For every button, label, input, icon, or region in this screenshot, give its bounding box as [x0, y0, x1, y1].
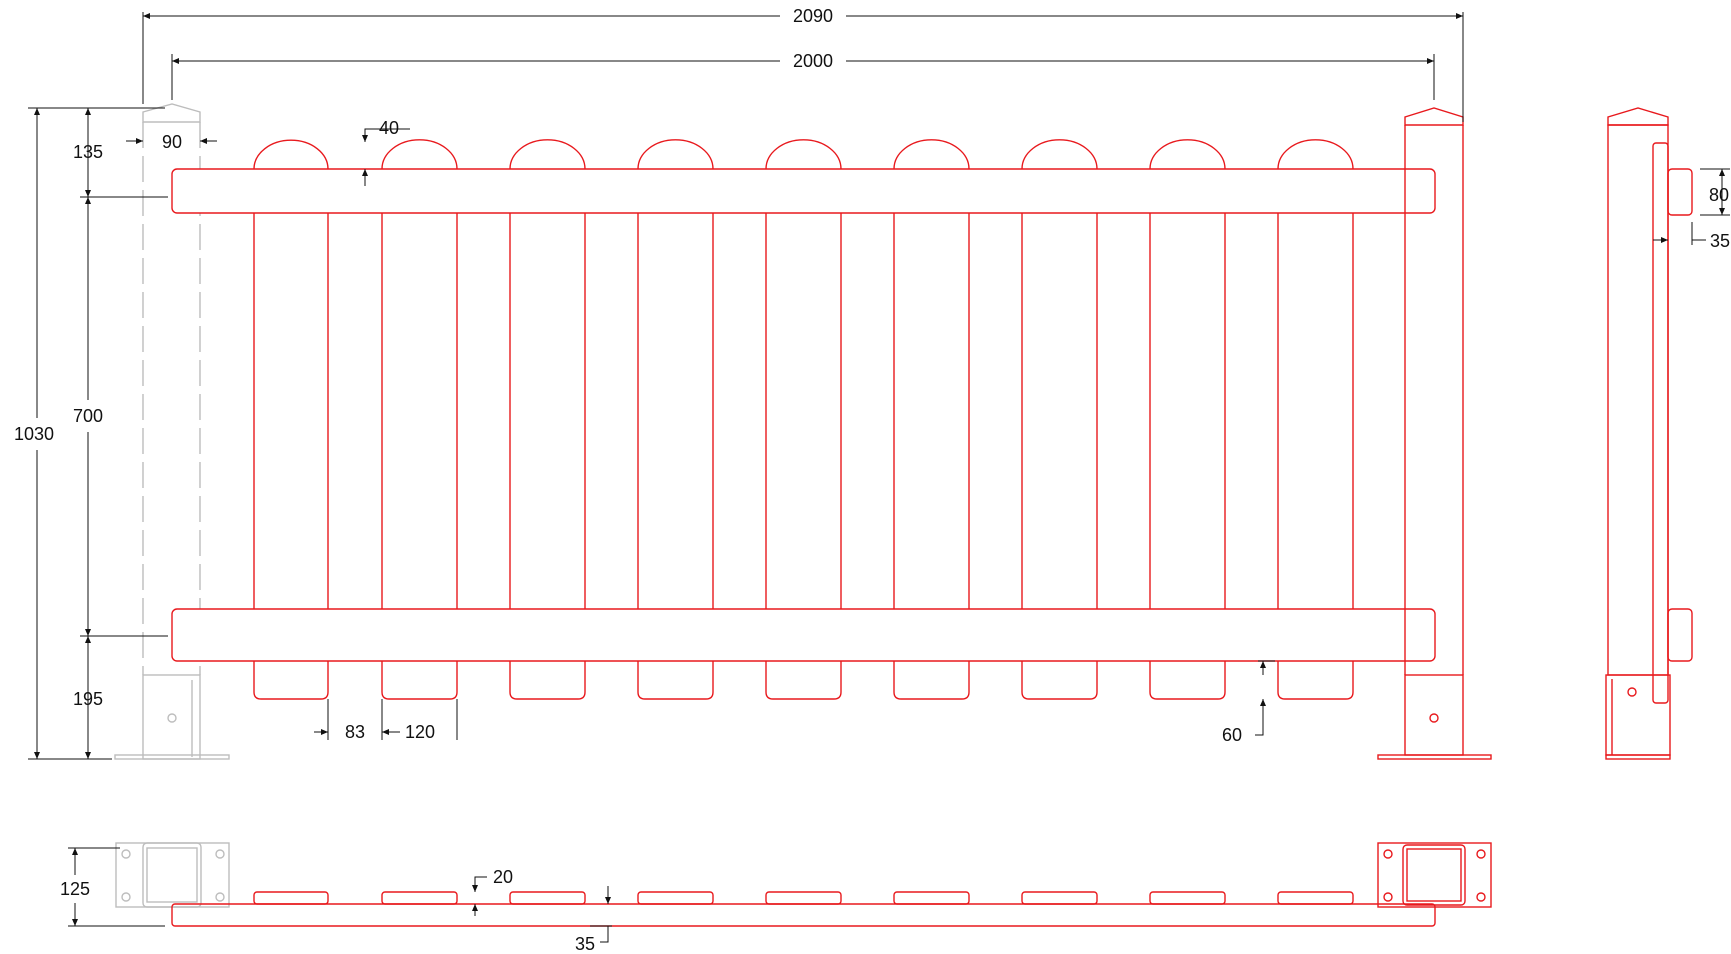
- plan-picket: [1149, 891, 1226, 905]
- side-foot: [1605, 754, 1671, 760]
- right-post-bolt: [1429, 713, 1439, 723]
- plan-picket: [253, 891, 329, 905]
- picket: [1277, 139, 1354, 700]
- picket: [893, 139, 970, 700]
- picket: [637, 139, 714, 700]
- right-post-foot: [1377, 754, 1492, 760]
- dim-post-cap-height: 135: [73, 142, 103, 162]
- side-bolt: [1627, 687, 1637, 697]
- plan-picket: [509, 891, 586, 905]
- plan-picket: [1021, 891, 1098, 905]
- picket: [381, 139, 458, 700]
- picket: [1149, 139, 1226, 700]
- plan-picket: [1277, 891, 1354, 905]
- picket: [509, 139, 586, 700]
- front-elevation: [114, 103, 1492, 760]
- dim-panel-width: 2000: [793, 51, 833, 71]
- dim-side-rail-height: 80: [1709, 185, 1729, 205]
- side-picket: [1652, 142, 1669, 704]
- picket: [765, 139, 842, 700]
- bottom-rail: [171, 608, 1436, 662]
- plan-pickets: [253, 891, 1354, 905]
- right-post-cap: [1404, 107, 1464, 126]
- dimension-lines: [28, 12, 1730, 943]
- left-post-foot: [114, 754, 230, 760]
- left-post-ghost: [114, 103, 230, 760]
- plan-picket: [893, 891, 970, 905]
- dim-plan-post-depth: 125: [60, 879, 90, 899]
- plan-picket: [637, 891, 714, 905]
- dimension-labels: 2090 2000 1030 135 90 40 700 195 83 120 …: [14, 6, 1730, 954]
- side-base-plate: [1605, 674, 1671, 756]
- side-top-rail: [1667, 168, 1693, 216]
- left-post-cap: [142, 103, 201, 123]
- plan-view: [115, 842, 1492, 927]
- right-post-base-plate: [1404, 674, 1464, 756]
- dim-plan-rail-thickness: 35: [575, 934, 595, 954]
- side-bottom-rail: [1667, 608, 1693, 662]
- dim-post-width: 90: [162, 132, 182, 152]
- side-post: [1607, 124, 1669, 676]
- dim-total-height: 1030: [14, 424, 54, 444]
- left-post-bolt: [167, 713, 177, 723]
- dim-side-rail-depth: 35: [1710, 231, 1730, 251]
- dim-overall-width: 2090: [793, 6, 833, 26]
- top-rail: [171, 168, 1436, 214]
- dim-picket-gap: 83: [345, 722, 365, 742]
- side-post-cap: [1607, 107, 1669, 126]
- right-post: [1377, 107, 1492, 760]
- plan-left-post-ghost: [115, 842, 230, 908]
- dim-picket-width: 120: [405, 722, 435, 742]
- plan-rail: [171, 903, 1436, 927]
- dim-rail-spacing: 700: [73, 406, 103, 426]
- plan-picket: [381, 891, 458, 905]
- plan-picket: [765, 891, 842, 905]
- dim-picket-cap-rise: 40: [379, 118, 399, 138]
- pickets: [253, 139, 1354, 700]
- plan-right-post: [1377, 842, 1492, 908]
- dim-plan-picket-thickness: 20: [493, 867, 513, 887]
- picket: [1021, 139, 1098, 700]
- side-elevation: [1605, 107, 1693, 760]
- dim-picket-projection: 60: [1222, 725, 1242, 745]
- dim-bottom-clearance: 195: [73, 689, 103, 709]
- picket: [253, 139, 329, 700]
